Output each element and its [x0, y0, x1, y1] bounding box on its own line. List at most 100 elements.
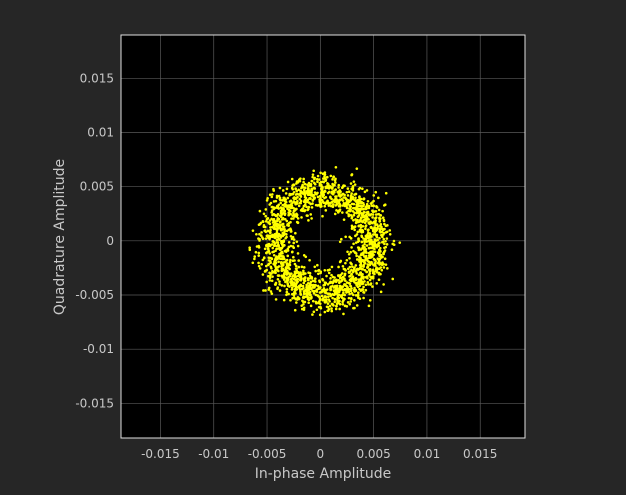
scatter-point: [349, 182, 353, 185]
scatter-point: [292, 238, 296, 241]
scatter-point: [257, 237, 260, 240]
scatter-point: [332, 184, 335, 187]
scatter-point: [329, 286, 332, 290]
scatter-point: [343, 274, 347, 277]
scatter-point: [294, 289, 297, 292]
scatter-point: [285, 272, 289, 276]
scatter-point: [315, 308, 319, 312]
scatter-point: [341, 303, 345, 306]
scatter-point: [282, 278, 286, 281]
scatter-point: [324, 301, 327, 304]
scatter-point: [287, 211, 291, 214]
scatter-point: [374, 219, 377, 222]
scatter-point: [286, 196, 290, 200]
scatter-point: [270, 292, 274, 295]
scatter-point: [248, 248, 252, 252]
scatter-point: [258, 267, 262, 270]
scatter-point: [375, 204, 378, 208]
scatter-point: [368, 278, 372, 282]
scatter-point: [358, 209, 362, 213]
scatter-point: [339, 276, 343, 280]
scatter-point: [320, 294, 324, 298]
scatter-point: [329, 204, 333, 208]
scatter-point: [325, 288, 329, 291]
scatter-point: [356, 294, 359, 297]
scatter-point: [379, 262, 382, 265]
scatter-point: [338, 189, 342, 192]
scatter-point: [352, 293, 355, 297]
scatter-point: [364, 283, 368, 287]
scatter-point: [341, 199, 345, 202]
scatter-point: [346, 301, 350, 304]
scatter-point: [355, 233, 359, 236]
scatter-point: [374, 213, 378, 216]
scatter-point: [278, 280, 281, 283]
scatter-point: [305, 191, 309, 195]
scatter-point: [385, 237, 389, 240]
scatter-point: [262, 256, 266, 259]
scatter-point: [354, 218, 357, 221]
scatter-point: [308, 274, 312, 278]
scatter-point: [271, 218, 275, 222]
scatter-point: [292, 281, 296, 284]
scatter-point: [365, 189, 369, 192]
scatter-point: [373, 261, 377, 265]
scatter-point: [351, 206, 355, 210]
scatter-point: [280, 262, 283, 265]
x-tick-label: 0: [317, 447, 325, 461]
scatter-point: [346, 202, 350, 206]
scatter-point: [262, 289, 265, 292]
scatter-point: [317, 272, 320, 276]
scatter-point: [326, 302, 330, 305]
scatter-point: [333, 300, 337, 304]
scatter-point: [271, 269, 274, 273]
scatter-point: [267, 249, 271, 253]
scatter-point: [371, 268, 375, 272]
scatter-point: [341, 186, 344, 190]
scatter-point: [343, 297, 346, 301]
scatter-point: [373, 241, 377, 245]
scatter-point: [276, 235, 279, 239]
scatter-point: [368, 298, 372, 302]
scatter-point: [329, 277, 332, 280]
scatter-point: [307, 205, 311, 209]
scatter-point: [295, 271, 298, 275]
scatter-point: [267, 262, 271, 266]
scatter-point: [334, 307, 338, 311]
scatter-point: [357, 187, 361, 191]
scatter-point: [280, 234, 283, 238]
scatter-point: [288, 193, 291, 197]
scatter-point: [270, 257, 274, 261]
scatter-point: [349, 250, 353, 254]
scatter-point: [286, 249, 290, 252]
scatter-point: [347, 270, 351, 274]
scatter-point: [363, 280, 366, 283]
scatter-point: [285, 290, 289, 294]
scatter-point: [361, 230, 365, 234]
scatter-point: [327, 184, 331, 188]
scatter-point: [290, 283, 293, 287]
scatter-point: [287, 245, 291, 249]
scatter-point: [380, 240, 384, 244]
scatter-point: [322, 193, 326, 197]
scatter-point: [360, 200, 364, 204]
scatter-point: [350, 268, 353, 272]
scatter-point: [342, 291, 345, 295]
scatter-point: [334, 188, 337, 192]
scatter-point: [365, 219, 368, 223]
scatter-point: [292, 183, 296, 187]
scatter-point: [280, 239, 284, 243]
scatter-point: [358, 199, 362, 203]
scatter-point: [352, 202, 356, 206]
scatter-point: [364, 254, 368, 258]
scatter-point: [306, 188, 310, 192]
x-tick-label: 0.015: [463, 447, 497, 461]
scatter-point: [333, 200, 337, 204]
scatter-point: [290, 177, 294, 181]
scatter-point: [320, 189, 324, 193]
scatter-point: [368, 272, 371, 275]
scatter-point: [272, 240, 276, 244]
scatter-point: [348, 204, 352, 207]
scatter-point: [298, 287, 301, 290]
scatter-point: [369, 220, 372, 224]
